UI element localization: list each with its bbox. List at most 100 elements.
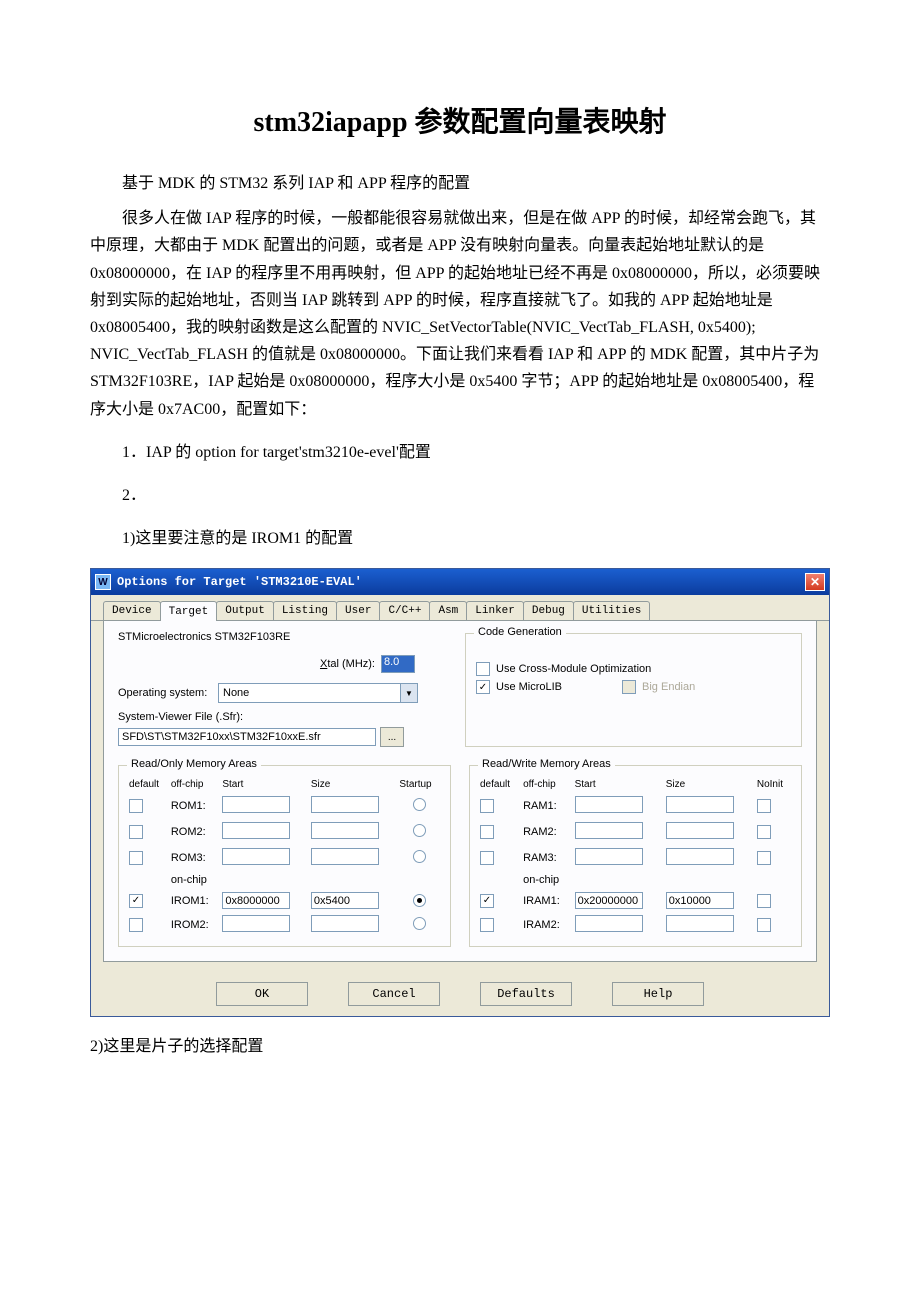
ok-button[interactable]: OK (216, 982, 308, 1006)
rom3-start-input[interactable] (222, 848, 290, 865)
irom2-label: IROM2: (169, 912, 221, 938)
readonly-memory-group: Read/Only Memory Areas default off-chip … (118, 765, 451, 947)
rom2-start-input[interactable] (222, 822, 290, 839)
intro-para: 基于 MDK 的 STM32 系列 IAP 和 APP 程序的配置 (90, 170, 830, 197)
rom1-startup-radio[interactable] (413, 798, 426, 811)
ram1-start-input[interactable] (575, 796, 643, 813)
tab-strip: Device Target Output Listing User C/C++ … (91, 595, 829, 621)
list-item-2: 2． (90, 482, 830, 509)
tab-asm[interactable]: Asm (429, 601, 467, 620)
tab-listing[interactable]: Listing (273, 601, 337, 620)
note-2: 2)这里是片子的选择配置 (90, 1033, 830, 1060)
iram2-size-input[interactable] (666, 915, 734, 932)
readwrite-memory-group: Read/Write Memory Areas default off-chip… (469, 765, 802, 947)
rw-legend: Read/Write Memory Areas (478, 758, 615, 770)
rom1-label: ROM1: (169, 793, 221, 819)
iram1-size-input[interactable]: 0x10000 (666, 892, 734, 909)
rom3-default-checkbox[interactable] (129, 851, 143, 865)
list-item-1: 1．IAP 的 option for target'stm3210e-evel'… (90, 439, 830, 466)
iram1-start-input[interactable]: 0x20000000 (575, 892, 643, 909)
svf-input[interactable]: SFD\ST\STM32F10xx\STM32F10xxE.sfr (118, 728, 376, 746)
rom3-size-input[interactable] (311, 848, 379, 865)
iram2-start-input[interactable] (575, 915, 643, 932)
rom1-default-checkbox[interactable] (129, 799, 143, 813)
xtal-input[interactable]: 8.0 (381, 655, 415, 673)
hdr-default: default (127, 776, 169, 793)
onchip-label2: on-chip (521, 871, 573, 889)
tab-target[interactable]: Target (160, 601, 218, 621)
hdr-default2: default (478, 776, 521, 793)
irom2-start-input[interactable] (222, 915, 290, 932)
irom1-size-input[interactable]: 0x5400 (311, 892, 379, 909)
tab-device[interactable]: Device (103, 601, 161, 620)
crossmod-label: Use Cross-Module Optimization (496, 663, 651, 675)
iram2-default-checkbox[interactable] (480, 918, 494, 932)
irom2-size-input[interactable] (311, 915, 379, 932)
tab-utilities[interactable]: Utilities (573, 601, 650, 620)
ram2-size-input[interactable] (666, 822, 734, 839)
app-icon: W (95, 574, 111, 590)
hdr-offchip2: off-chip (521, 776, 573, 793)
ram2-label: RAM2: (521, 819, 573, 845)
os-select[interactable]: None ▼ (218, 683, 418, 703)
irom1-startup-radio[interactable] (413, 894, 426, 907)
codegen-fieldset: Code Generation Use Cross-Module Optimiz… (465, 633, 802, 747)
tab-output[interactable]: Output (216, 601, 274, 620)
cancel-button[interactable]: Cancel (348, 982, 440, 1006)
ram2-default-checkbox[interactable] (480, 825, 494, 839)
microlib-checkbox[interactable]: ✓ (476, 680, 490, 694)
onchip-label: on-chip (169, 871, 221, 889)
rom3-label: ROM3: (169, 845, 221, 871)
iram2-noinit-checkbox[interactable] (757, 918, 771, 932)
ram3-noinit-checkbox[interactable] (757, 851, 771, 865)
hdr-startup: Startup (397, 776, 442, 793)
tab-debug[interactable]: Debug (523, 601, 574, 620)
rom2-default-checkbox[interactable] (129, 825, 143, 839)
xtal-label: Xtal (MHz): (320, 658, 375, 670)
crossmod-checkbox[interactable] (476, 662, 490, 676)
os-value: None (223, 687, 249, 699)
rom2-size-input[interactable] (311, 822, 379, 839)
irom1-start-input[interactable]: 0x8000000 (222, 892, 290, 909)
hdr-offchip: off-chip (169, 776, 221, 793)
iram2-label: IRAM2: (521, 912, 573, 938)
chip-label: STMicroelectronics STM32F103RE (118, 631, 455, 643)
help-button[interactable]: Help (612, 982, 704, 1006)
iram1-default-checkbox[interactable]: ✓ (480, 894, 494, 908)
irom2-startup-radio[interactable] (413, 917, 426, 930)
ram3-start-input[interactable] (575, 848, 643, 865)
bigendian-label: Big Endian (642, 681, 695, 693)
iram1-noinit-checkbox[interactable] (757, 894, 771, 908)
rom1-start-input[interactable] (222, 796, 290, 813)
hdr-start: Start (220, 776, 309, 793)
tab-cpp[interactable]: C/C++ (379, 601, 430, 620)
ram3-default-checkbox[interactable] (480, 851, 494, 865)
hdr-size2: Size (664, 776, 755, 793)
microlib-label: Use MicroLIB (496, 681, 562, 693)
irom1-default-checkbox[interactable]: ✓ (129, 894, 143, 908)
bigendian-checkbox (622, 680, 636, 694)
defaults-button[interactable]: Defaults (480, 982, 572, 1006)
rom3-startup-radio[interactable] (413, 850, 426, 863)
irom1-label: IROM1: (169, 889, 221, 912)
ram1-noinit-checkbox[interactable] (757, 799, 771, 813)
dialog-title: Options for Target 'STM3210E-EVAL' (117, 575, 805, 589)
close-button[interactable]: ✕ (805, 573, 825, 591)
iram1-label: IRAM1: (521, 889, 573, 912)
ram2-start-input[interactable] (575, 822, 643, 839)
os-label: Operating system: (118, 687, 218, 699)
tab-linker[interactable]: Linker (466, 601, 524, 620)
tab-user[interactable]: User (336, 601, 380, 620)
ram1-size-input[interactable] (666, 796, 734, 813)
rom1-size-input[interactable] (311, 796, 379, 813)
body-para: 很多人在做 IAP 程序的时候，一般都能很容易就做出来，但是在做 APP 的时候… (90, 205, 830, 423)
irom2-default-checkbox[interactable] (129, 918, 143, 932)
ram2-noinit-checkbox[interactable] (757, 825, 771, 839)
ram1-default-checkbox[interactable] (480, 799, 494, 813)
options-dialog: W Options for Target 'STM3210E-EVAL' ✕ D… (90, 568, 830, 1017)
rom2-startup-radio[interactable] (413, 824, 426, 837)
ram3-size-input[interactable] (666, 848, 734, 865)
ram1-label: RAM1: (521, 793, 573, 819)
dropdown-arrow-icon: ▼ (400, 684, 417, 702)
browse-button[interactable]: ... (380, 727, 404, 747)
